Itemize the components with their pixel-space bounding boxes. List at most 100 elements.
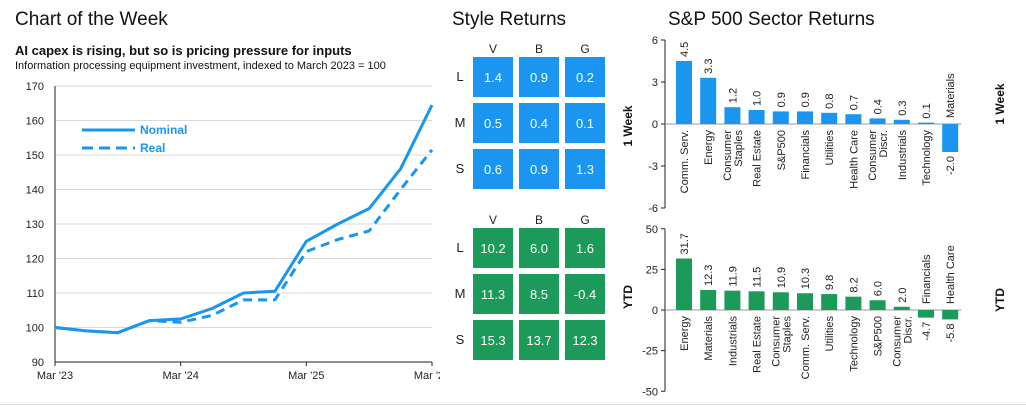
style-col-header: B (534, 42, 543, 56)
series-line-real (54, 148, 434, 335)
sector-y-tick-label: -50 (642, 386, 658, 398)
sector-y-tick-label: -3 (648, 161, 658, 173)
style-return-cell: 0.9 (519, 149, 559, 189)
style-return-cell: 1.3 (565, 149, 605, 189)
y-tick-label: 120 (26, 254, 44, 266)
sector-bar (821, 294, 838, 310)
style-return-cell: 1.4 (473, 57, 513, 97)
sector-category-label: Real Estate (752, 130, 764, 187)
style-return-cell: 15.3 (473, 320, 513, 360)
sector-bar (893, 306, 910, 310)
style-return-cell: 13.7 (519, 320, 559, 360)
legend-label-nominal: Nominal (140, 123, 187, 137)
y-tick-label: 130 (26, 219, 44, 231)
sector-category-label: S&P500 (776, 130, 788, 170)
sector-value-label: 3.3 (703, 59, 715, 74)
sector-panel-label: 1 Week (993, 83, 1007, 124)
sector-bar (748, 110, 765, 124)
style-return-cell: 0.9 (519, 57, 559, 97)
sector-bar (845, 114, 862, 124)
sector-value-label: 8.2 (848, 277, 860, 292)
sector-value-label: 1.2 (727, 88, 739, 103)
style-row-label: L (456, 240, 464, 255)
line-chart: 90 100 110 120 130 140 150 160 170 Mar '23 Mar '24… (26, 81, 440, 382)
sector-category-label: Health Care (945, 245, 957, 304)
style-row-label: S (455, 161, 465, 176)
sector-y-tick-label: -25 (642, 346, 658, 358)
line-chart-subtitle: AI capex is rising, but so is pricing pr… (15, 43, 352, 58)
sector-category-label: Health Care (848, 130, 860, 189)
sector-value-label: 10.9 (776, 267, 788, 288)
sector-category-label: Energy (679, 316, 691, 351)
y-tick-label: 160 (26, 116, 44, 128)
style-return-cell: 0.5 (473, 103, 513, 143)
sector-bar (869, 118, 886, 124)
sector-bar (942, 310, 959, 320)
sector-value-label: 0.1 (921, 103, 933, 118)
sector-y-tick-label: 25 (646, 264, 658, 276)
sector-panel-label: YTD (993, 288, 1007, 312)
sector-bar (821, 112, 838, 124)
style-return-cell: 6.0 (519, 228, 559, 268)
y-tick-label: 150 (26, 150, 44, 162)
sector-y-tick-label: -6 (648, 203, 658, 215)
sector-category-label: Discr. (878, 130, 890, 158)
sector-value-label: 0.4 (873, 99, 885, 114)
sector-category-label: Real Estate (752, 316, 764, 373)
sector-category-label: Utilities (824, 130, 836, 166)
sector-category-label: Financials (921, 254, 933, 304)
bottom-divider (0, 404, 1026, 405)
style-return-cell: 0.1 (565, 103, 605, 143)
sector-category-label: Technology (848, 316, 860, 372)
style-col-header: G (580, 42, 590, 56)
sector-returns-title: S&P 500 Sector Returns (668, 9, 875, 30)
x-tick-label: Mar '26 (414, 370, 440, 382)
sector-category-label: Industrials (897, 130, 909, 181)
sector-bar (893, 119, 910, 124)
style-return-cell: 8.5 (519, 274, 559, 314)
style-panel-label: 1 Week (621, 105, 635, 147)
x-tick-label: Mar '25 (288, 370, 324, 382)
sector-value-label: -5.8 (945, 323, 957, 342)
sector-category-label: Staples (733, 130, 745, 167)
sector-category-label: Consumer (867, 130, 879, 181)
sector-value-label: 6.0 (873, 281, 885, 296)
style-return-cell: 11.3 (473, 274, 513, 314)
sector-value-label: 2.0 (897, 287, 909, 302)
y-tick-label: 110 (26, 288, 44, 300)
legend-label-real: Real (140, 141, 165, 155)
sector-bar (700, 290, 717, 310)
style-returns-title: Style Returns (452, 9, 567, 30)
sector-value-label: 0.9 (800, 92, 812, 107)
style-row-label: L (456, 69, 464, 84)
style-col-header: V (488, 42, 497, 56)
sector-category-label: Technology (921, 130, 933, 186)
y-tick-label: 170 (26, 81, 44, 93)
sector-category-label: Comm. Serv. (800, 316, 812, 379)
sector-bar (772, 292, 789, 310)
sector-value-label: 0.9 (776, 92, 788, 107)
sector-bar (676, 258, 692, 310)
sector-category-label: Energy (703, 130, 715, 165)
style-row-label: S (455, 332, 465, 347)
sector-bar (845, 296, 862, 310)
sector-category-label: Financials (800, 130, 812, 180)
sector-bar (772, 111, 789, 124)
sector-y-tick-label: 0 (652, 119, 658, 131)
sector-bar (918, 310, 934, 318)
sector-value-label: -4.7 (921, 322, 933, 341)
sector-bar (748, 291, 765, 310)
sector-category-label: Staples (781, 316, 793, 353)
sector-category-label: Consumer (891, 316, 903, 367)
sector-value-label: 9.8 (824, 275, 836, 290)
x-tick-label: Mar '23 (37, 370, 73, 382)
sector-y-tick-label: 3 (652, 77, 658, 89)
sector-bar (869, 300, 886, 310)
sector-bar (918, 122, 934, 124)
sector-value-label: 11.9 (727, 266, 739, 287)
style-col-header: G (580, 213, 590, 227)
sector-value-label: 4.5 (679, 42, 691, 57)
style-return-cell: 12.3 (565, 320, 605, 360)
sector-bar (797, 111, 813, 124)
sector-category-label: Materials (703, 316, 715, 361)
